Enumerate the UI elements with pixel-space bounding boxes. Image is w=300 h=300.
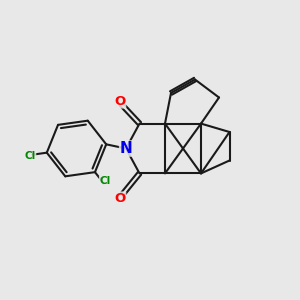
Text: O: O <box>114 192 126 205</box>
Text: Cl: Cl <box>25 151 36 161</box>
Text: O: O <box>114 95 126 108</box>
Text: Cl: Cl <box>99 176 111 186</box>
Text: N: N <box>120 141 132 156</box>
